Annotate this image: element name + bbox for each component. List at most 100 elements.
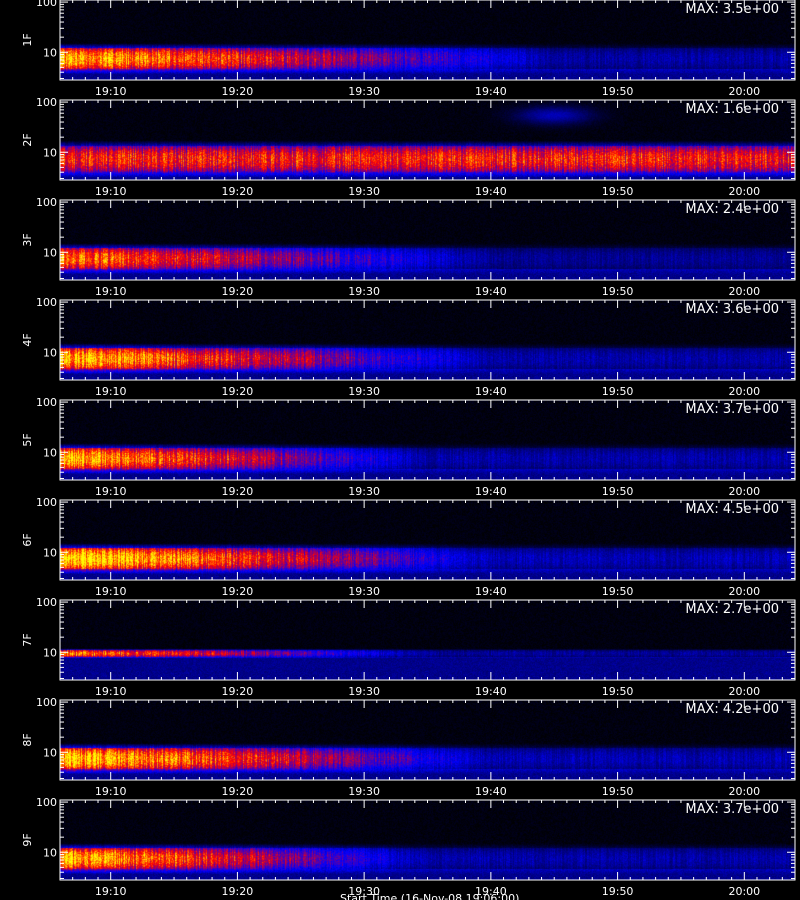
- panel-label: 4F: [21, 333, 34, 346]
- x-tick-label: 19:50: [602, 385, 634, 398]
- panel-label: 9F: [21, 833, 34, 846]
- x-tick-label: 19:20: [222, 685, 254, 698]
- x-tick-label: 19:20: [222, 85, 254, 98]
- panel-label: 6F: [21, 533, 34, 546]
- x-tick-label: 19:10: [95, 585, 127, 598]
- max-label: MAX: 2.7e+00: [685, 602, 779, 617]
- x-tick-label: 19:50: [602, 85, 634, 98]
- max-label: MAX: 1.6e+00: [685, 102, 779, 117]
- y-tick-label: 100: [36, 596, 57, 609]
- y-tick-label: 100: [36, 396, 57, 409]
- x-tick-label: 19:30: [348, 885, 380, 898]
- y-tick-label: 10: [43, 346, 57, 359]
- max-label: MAX: 3.5e+00: [685, 2, 779, 17]
- y-tick-label: 100: [36, 696, 57, 709]
- x-tick-label: 19:20: [222, 385, 254, 398]
- x-tick-label: 19:50: [602, 785, 634, 798]
- x-tick-label: 19:30: [348, 785, 380, 798]
- x-tick-label: 20:00: [728, 285, 760, 298]
- max-label: MAX: 3.7e+00: [685, 802, 779, 817]
- panel-8f: 100 10 19:10 19:20 19:30 19:40 19:50 20:00 8F MAX…: [21, 696, 796, 798]
- max-label: MAX: 3.6e+00: [685, 302, 779, 317]
- panel-label: 2F: [21, 133, 34, 146]
- spectrogram-1f: [60, 0, 795, 80]
- max-label: MAX: 2.4e+00: [685, 202, 779, 217]
- x-tick-label: 19:40: [475, 285, 507, 298]
- x-tick-label: 19:50: [602, 485, 634, 498]
- panel-group: 100 10 19:10 19:20 19:30 19:40 19:50 20:00 1F MAX…: [21, 0, 796, 898]
- spectrogram-4f: [60, 300, 795, 380]
- spectrogram-5f: [60, 400, 795, 480]
- x-tick-label: 19:40: [475, 85, 507, 98]
- x-tick-label: 19:50: [602, 685, 634, 698]
- x-tick-label: 19:10: [95, 185, 127, 198]
- y-tick-label: 10: [43, 246, 57, 259]
- panel-4f: 100 10 19:10 19:20 19:30 19:40 19:50 20:00 4F MAX…: [21, 296, 796, 398]
- x-tick-label: 19:40: [475, 485, 507, 498]
- x-tick-label: 20:00: [728, 785, 760, 798]
- x-tick-label: 20:00: [728, 185, 760, 198]
- panel-6f: 100 10 19:10 19:20 19:30 19:40 19:50 20:00 6F MAX…: [21, 496, 796, 598]
- x-axis-label: Start Time (16-Nov-08 19:06:00): [340, 893, 520, 900]
- x-tick-label: 20:00: [728, 385, 760, 398]
- y-tick-label: 10: [43, 546, 57, 559]
- x-tick-label: 19:30: [348, 385, 380, 398]
- panel-label: 3F: [21, 233, 34, 246]
- y-tick-label: 10: [43, 46, 57, 59]
- panel-label: 8F: [21, 733, 34, 746]
- y-tick-label: 10: [43, 446, 57, 459]
- x-tick-label: 19:10: [95, 85, 127, 98]
- spectrogram-9f: [60, 800, 795, 880]
- x-tick-label: 20:00: [728, 885, 760, 898]
- y-tick-label: 10: [43, 146, 57, 159]
- x-tick-label: 19:50: [602, 185, 634, 198]
- spectrogram-8f: [60, 700, 795, 780]
- max-label: MAX: 4.5e+00: [685, 502, 779, 517]
- x-tick-label: 19:50: [602, 285, 634, 298]
- y-tick-label: 100: [36, 0, 57, 9]
- max-label: MAX: 4.2e+00: [685, 702, 779, 717]
- panel-1f: 100 10 19:10 19:20 19:30 19:40 19:50 20:00 1F MAX…: [21, 0, 796, 98]
- x-tick-label: 19:30: [348, 85, 380, 98]
- spectrogram-3f: [60, 200, 795, 280]
- panel-5f: 100 10 19:10 19:20 19:30 19:40 19:50 20:00 5F MAX…: [21, 396, 796, 498]
- panel-9f: 100 10 19:10 19:20 19:30 19:40 19:50 20:00 9F MAX…: [21, 796, 796, 898]
- x-tick-label: 19:10: [95, 285, 127, 298]
- x-tick-label: 19:20: [222, 585, 254, 598]
- y-tick-label: 100: [36, 496, 57, 509]
- x-tick-label: 19:20: [222, 185, 254, 198]
- x-tick-label: 19:50: [602, 885, 634, 898]
- x-tick-label: 19:10: [95, 685, 127, 698]
- x-tick-label: 19:50: [602, 585, 634, 598]
- y-tick-label: 100: [36, 96, 57, 109]
- x-tick-label: 19:30: [348, 585, 380, 598]
- x-tick-label: 19:40: [475, 785, 507, 798]
- x-tick-label: 19:20: [222, 485, 254, 498]
- panel-2f: 100 10 19:10 19:20 19:30 19:40 19:50 20:00 2F MAX…: [21, 96, 796, 198]
- x-tick-label: 19:10: [95, 885, 127, 898]
- x-tick-label: 19:40: [475, 885, 507, 898]
- y-tick-label: 100: [36, 796, 57, 809]
- x-tick-label: 19:30: [348, 485, 380, 498]
- spectrogram-2f: [60, 100, 795, 180]
- x-tick-label: 19:30: [348, 685, 380, 698]
- y-tick-label: 100: [36, 196, 57, 209]
- x-tick-label: 19:30: [348, 185, 380, 198]
- panel-label: 5F: [21, 433, 34, 446]
- y-tick-label: 10: [43, 646, 57, 659]
- spectrogram-6f: [60, 500, 795, 580]
- x-tick-label: 19:30: [348, 285, 380, 298]
- x-tick-label: 19:40: [475, 585, 507, 598]
- x-tick-label: 20:00: [728, 85, 760, 98]
- x-tick-label: 20:00: [728, 485, 760, 498]
- panel-7f: 100 10 19:10 19:20 19:30 19:40 19:50 20:00 7F MAX…: [21, 596, 796, 698]
- x-tick-label: 19:10: [95, 485, 127, 498]
- x-tick-label: 19:20: [222, 285, 254, 298]
- spectrogram-7f: [60, 600, 795, 680]
- panel-3f: 100 10 19:10 19:20 19:30 19:40 19:50 20:00 3F MAX…: [21, 196, 796, 298]
- y-tick-label: 10: [43, 746, 57, 759]
- max-label: MAX: 3.7e+00: [685, 402, 779, 417]
- x-tick-label: 19:40: [475, 685, 507, 698]
- x-tick-label: 19:20: [222, 785, 254, 798]
